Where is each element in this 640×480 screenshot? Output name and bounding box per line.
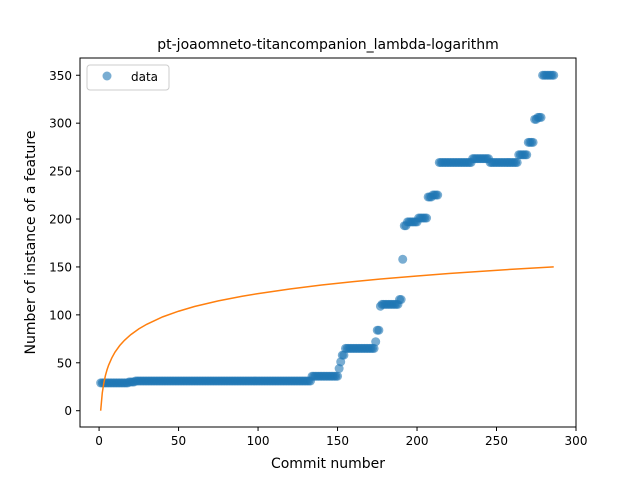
y-tick-label: 250 bbox=[49, 165, 72, 179]
y-tick-label: 150 bbox=[49, 260, 72, 274]
x-tick-label: 50 bbox=[171, 434, 186, 448]
data-point bbox=[536, 112, 546, 122]
y-axis: 0 50 100 150 200 250 300 350 bbox=[49, 69, 80, 418]
data-series bbox=[96, 70, 559, 388]
x-axis-label: Commit number bbox=[271, 456, 385, 472]
y-tick-label: 100 bbox=[49, 308, 72, 322]
x-tick-label: 100 bbox=[247, 434, 270, 448]
x-tick-label: 150 bbox=[326, 434, 349, 448]
data-point bbox=[336, 357, 346, 367]
plot-area bbox=[96, 70, 559, 411]
data-point bbox=[422, 213, 432, 223]
legend-marker bbox=[102, 71, 112, 81]
data-point bbox=[396, 295, 406, 305]
data-point bbox=[334, 364, 344, 374]
y-tick-label: 350 bbox=[49, 69, 72, 83]
x-axis: 0 50 100 150 200 250 300 bbox=[95, 427, 587, 448]
data-point bbox=[528, 137, 538, 147]
data-point bbox=[374, 325, 384, 335]
data-point bbox=[512, 157, 522, 167]
x-tick-label: 250 bbox=[485, 434, 508, 448]
x-tick-label: 0 bbox=[95, 434, 103, 448]
y-axis-label: Number of instance of a feature bbox=[23, 131, 39, 355]
data-point bbox=[339, 350, 349, 360]
chart-title: pt-joaomneto-titancompanion_lambda-logar… bbox=[157, 37, 498, 53]
x-tick-label: 300 bbox=[565, 434, 588, 448]
legend-box bbox=[86, 64, 170, 91]
legend: data bbox=[86, 64, 170, 91]
data-point bbox=[522, 150, 532, 160]
data-point bbox=[333, 371, 343, 381]
legend-entry-data: data bbox=[131, 70, 158, 84]
y-tick-label: 300 bbox=[49, 117, 72, 131]
data-point bbox=[371, 337, 381, 347]
y-tick-label: 200 bbox=[49, 213, 72, 227]
y-tick-label: 0 bbox=[64, 404, 72, 418]
y-tick-label: 50 bbox=[57, 356, 72, 370]
plot-frame bbox=[79, 57, 577, 428]
data-point bbox=[549, 70, 559, 80]
data-point bbox=[398, 254, 408, 264]
data-point bbox=[369, 343, 379, 353]
data-point bbox=[433, 190, 443, 200]
x-tick-label: 200 bbox=[406, 434, 429, 448]
fit-line bbox=[99, 266, 554, 411]
